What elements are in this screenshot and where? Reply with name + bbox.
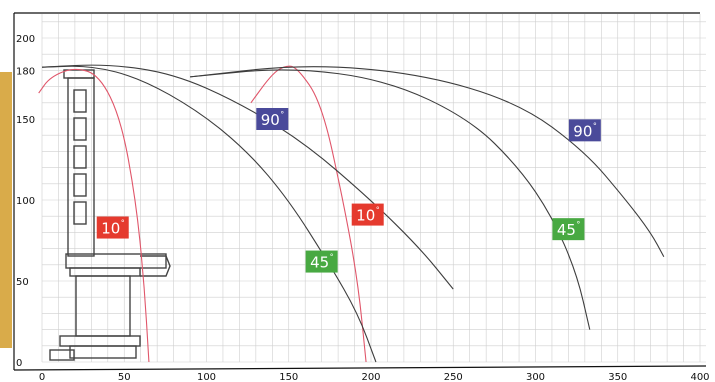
angle-badge: 45 ° (305, 250, 338, 273)
chart-frame (13, 12, 707, 371)
angle-badge-text: 90 (261, 111, 280, 129)
angle-badge: 45 ° (552, 218, 585, 241)
x-tick-label: 50 (118, 372, 131, 382)
x-tick-label: 250 (444, 372, 463, 382)
angle-badge-text: 45 (557, 221, 576, 239)
profile-part (63, 69, 95, 79)
y-tick-label: 50 (16, 277, 29, 288)
x-tick-label: 200 (361, 372, 380, 382)
profile-part (73, 89, 87, 113)
angle-badge-box (305, 250, 338, 273)
degree-sign: ° (593, 121, 597, 130)
x-tick-label: 150 (279, 372, 298, 382)
grid (41, 14, 706, 363)
profile-part (140, 255, 171, 277)
angle-badge: 90 ° (568, 119, 601, 142)
y-tick-label: 200 (16, 34, 35, 45)
angle-badge-text: 10 (356, 207, 375, 225)
profile-part (69, 345, 137, 359)
angle-badge-text: 10 (101, 220, 120, 238)
angle-badge: 10 ° (351, 203, 384, 226)
swing-curves (38, 64, 665, 363)
profile-part (67, 77, 95, 257)
profile-part (73, 117, 87, 141)
profile-part (59, 335, 141, 347)
angle-badge-box (256, 108, 289, 130)
angle-labels: 10 ° 10 °45 °45 °90 °90 ° (96, 108, 601, 273)
angle-badge-text: 90 (573, 122, 592, 140)
x-tick-label: 400 (690, 372, 709, 382)
angle-badge: 10 ° (96, 216, 129, 239)
profile-part (73, 201, 87, 225)
swing-curve (41, 64, 454, 290)
x-tick-label: 100 (197, 372, 216, 382)
swing-curve (189, 66, 665, 257)
degree-sign: ° (330, 253, 334, 262)
profile-part (49, 349, 75, 361)
x-axis-ticks: 0 50 100 150 200 250 300 350 400 (39, 372, 710, 382)
profile-part (73, 173, 87, 197)
angle-badge: 90 ° (256, 108, 289, 130)
gold-bar-decoration (0, 72, 12, 348)
degree-sign: ° (280, 110, 284, 119)
degree-sign: ° (376, 206, 380, 215)
y-axis-ticks: 0 50 100 150 180 200 (16, 34, 35, 369)
y-tick-label: 150 (16, 115, 35, 126)
y-tick-label: 180 (16, 66, 35, 77)
angle-badge-box (552, 218, 585, 241)
profile-part (73, 145, 87, 169)
degree-sign: ° (121, 219, 125, 228)
angle-badge-text: 45 (310, 254, 329, 272)
swing-curve (38, 68, 150, 363)
x-tick-label: 0 (39, 372, 45, 382)
x-tick-label: 300 (526, 372, 545, 382)
angle-badge-box (351, 203, 384, 226)
angle-badge-box (568, 119, 601, 142)
window-profile-section (49, 69, 171, 361)
swing-curve (250, 65, 367, 363)
y-tick-label: 0 (16, 358, 22, 369)
x-tick-label: 350 (608, 372, 627, 382)
y-tick-label: 100 (16, 196, 35, 207)
profile-part (69, 267, 141, 277)
angle-badge-box (96, 216, 129, 239)
frame-line (13, 365, 707, 371)
profile-part (75, 275, 131, 337)
degree-sign: ° (576, 220, 580, 229)
swing-curve (41, 65, 377, 363)
